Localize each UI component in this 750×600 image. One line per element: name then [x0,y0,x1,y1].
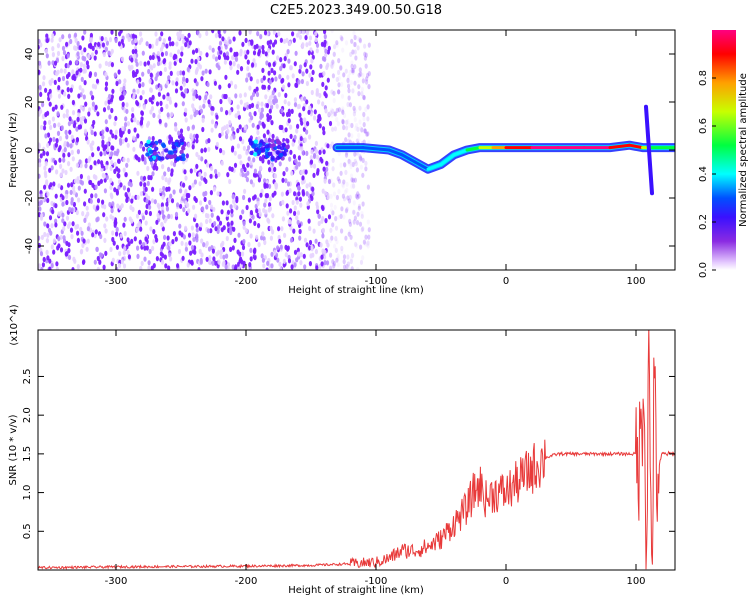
snr-y-tick-label: 1.5 [22,446,33,462]
heatmap-layer [38,30,675,270]
heatmap-y-tick-label: 40 [24,48,35,61]
snr-x-tick-label: -300 [105,576,128,587]
heatmap-x-tick-label: -100 [365,276,388,287]
snr-x-ticks: -300 -200 -100 0 100 [105,330,646,587]
snr-x-tick-label: 0 [503,576,509,587]
snr-series-line [38,330,675,570]
noise-cluster-0 [144,139,167,162]
snr-y-axis-label: SNR (10 * v/v) [8,414,19,485]
colorbar: 0.0 0.2 0.4 0.6 0.8 Normalized spectral ampl… [698,30,749,278]
snr-y-tick-label: 1.0 [22,485,33,501]
chart-title: C2E5.2023.349.00.50.G18 [270,3,442,18]
snr-frame [37,329,676,571]
heatmap-y-tick-label: 20 [24,96,35,109]
snr-y-tick-label: 2.0 [22,407,33,423]
colorbar-label: Normalized spectral amplitude [738,73,749,227]
signal-spike [644,104,654,196]
snr-x-tick-label: -100 [365,576,388,587]
heatmap-y-tick-label: 0 [24,147,35,153]
heatmap-y-ticks: -40 -20 0 20 40 [24,48,675,254]
heatmap-y-tick-label: -20 [24,190,35,206]
heatmap-y-axis-label: Frequency (Hz) [8,112,19,188]
colorbar-tick-label: 0.2 [698,214,709,230]
snr-line-layer [38,330,675,570]
snr-x-tick-label: 100 [626,576,645,587]
heatmap-x-ticks: -300 -200 -100 0 100 [105,30,646,287]
heatmap-x-tick-label: 0 [503,276,509,287]
heatmap-x-tick-label: 100 [626,276,645,287]
colorbar-ticks: 0.0 0.2 0.4 0.6 0.8 [698,70,716,278]
snr-x-tick-label: -200 [235,576,258,587]
snr-y-ticks: 0.5 1.0 1.5 2.0 2.5 [22,368,675,539]
snr-y-tick-label: 0.5 [22,523,33,539]
colorbar-gradient [712,30,736,270]
snr-x-axis-label: Height of straight line (km) [288,585,424,596]
heatmap-x-axis-label: Height of straight line (km) [288,285,424,296]
snr-panel: -300 -200 -100 0 100 0.5 1.0 1.5 2.0 2.5 Height … [8,304,676,596]
heatmap-x-tick-label: -200 [235,276,258,287]
colorbar-tick-label: 0.4 [698,166,709,182]
colorbar-tick-label: 0.0 [698,262,709,278]
colorbar-tick-label: 0.6 [698,118,709,134]
heatmap-x-tick-label: -300 [105,276,128,287]
noise-cluster-3 [267,138,290,162]
signal-trace [332,140,675,174]
noise-speckle [38,30,371,270]
snr-multiplier: (x10^4) [9,304,20,345]
colorbar-tick-label: 0.8 [698,70,709,86]
noise-cluster-1 [164,138,186,162]
heatmap-y-tick-label: -40 [24,238,35,254]
snr-y-tick-label: 2.5 [22,368,33,384]
